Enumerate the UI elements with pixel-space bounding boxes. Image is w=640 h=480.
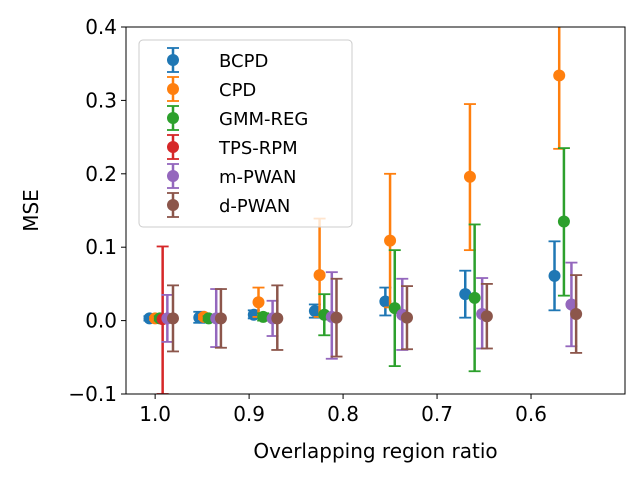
data-point xyxy=(271,312,284,325)
y-tick-label: 0.0 xyxy=(85,309,117,333)
data-point xyxy=(308,305,321,318)
data-point xyxy=(252,296,265,309)
legend-label: TPS-RPM xyxy=(218,138,298,159)
legend-label: BCPD xyxy=(219,51,268,72)
x-axis-label: Overlapping region ratio xyxy=(253,439,497,463)
legend-marker-icon xyxy=(167,170,179,182)
legend-item-m-pwan: m-PWAN xyxy=(167,163,296,189)
data-point xyxy=(570,307,583,320)
y-tick-label: 0.3 xyxy=(85,88,117,112)
data-point xyxy=(557,215,570,228)
y-tick-label: 0.4 xyxy=(85,15,117,39)
y-axis: −0.1 0.0 0.1 0.2 0.3 0.4 xyxy=(68,15,126,406)
y-tick-label: 0.2 xyxy=(85,162,117,186)
series-m-pwan xyxy=(161,261,578,360)
data-point xyxy=(400,311,413,324)
legend-marker-icon xyxy=(167,54,179,66)
data-point xyxy=(553,69,566,82)
data-point xyxy=(565,298,578,311)
legend-item-d-pwan: d-PWAN xyxy=(167,192,290,218)
legend-item-tps-rpm: TPS-RPM xyxy=(167,134,298,160)
data-point xyxy=(214,312,227,325)
legend-marker-icon xyxy=(167,141,179,153)
legend-marker-icon xyxy=(167,112,179,124)
legend-box xyxy=(138,39,353,228)
legend-item-bcpd: BCPD xyxy=(167,47,268,73)
data-point xyxy=(257,310,270,323)
legend: BCPD CPD GMM-REG TPS-RPM m-PWAN d-PWAN xyxy=(138,39,353,228)
x-tick-label: 0.6 xyxy=(515,402,547,426)
data-point xyxy=(330,311,343,324)
data-point xyxy=(459,288,472,301)
x-tick-label: 0.7 xyxy=(421,402,453,426)
legend-label: m-PWAN xyxy=(219,167,296,188)
plot-area xyxy=(143,27,583,394)
series-d-pwan xyxy=(166,274,583,358)
data-point xyxy=(384,234,397,247)
y-axis-label: MSE xyxy=(19,189,43,232)
axes-frame xyxy=(125,26,626,395)
data-point xyxy=(463,170,476,183)
data-point xyxy=(313,269,326,282)
legend-item-cpd: CPD xyxy=(167,76,256,102)
data-point xyxy=(480,310,493,323)
legend-marker-icon xyxy=(167,199,179,211)
x-tick-label: 0.8 xyxy=(327,402,359,426)
legend-label: GMM-REG xyxy=(219,109,308,130)
y-tick-label: 0.1 xyxy=(85,235,117,259)
series-gmm-reg xyxy=(153,147,570,373)
legend-item-gmm-reg: GMM-REG xyxy=(167,105,308,131)
legend-marker-icon xyxy=(167,83,179,95)
data-point xyxy=(166,312,179,325)
data-point xyxy=(548,269,561,282)
x-tick-label: 0.9 xyxy=(233,402,265,426)
legend-label: d-PWAN xyxy=(219,196,290,217)
legend-label: CPD xyxy=(219,80,256,101)
y-tick-label: −0.1 xyxy=(68,382,117,406)
data-point xyxy=(379,295,392,308)
x-axis: 1.0 0.9 0.8 0.7 0.6 xyxy=(139,394,547,426)
data-point xyxy=(468,291,481,304)
x-tick-label: 1.0 xyxy=(139,402,171,426)
